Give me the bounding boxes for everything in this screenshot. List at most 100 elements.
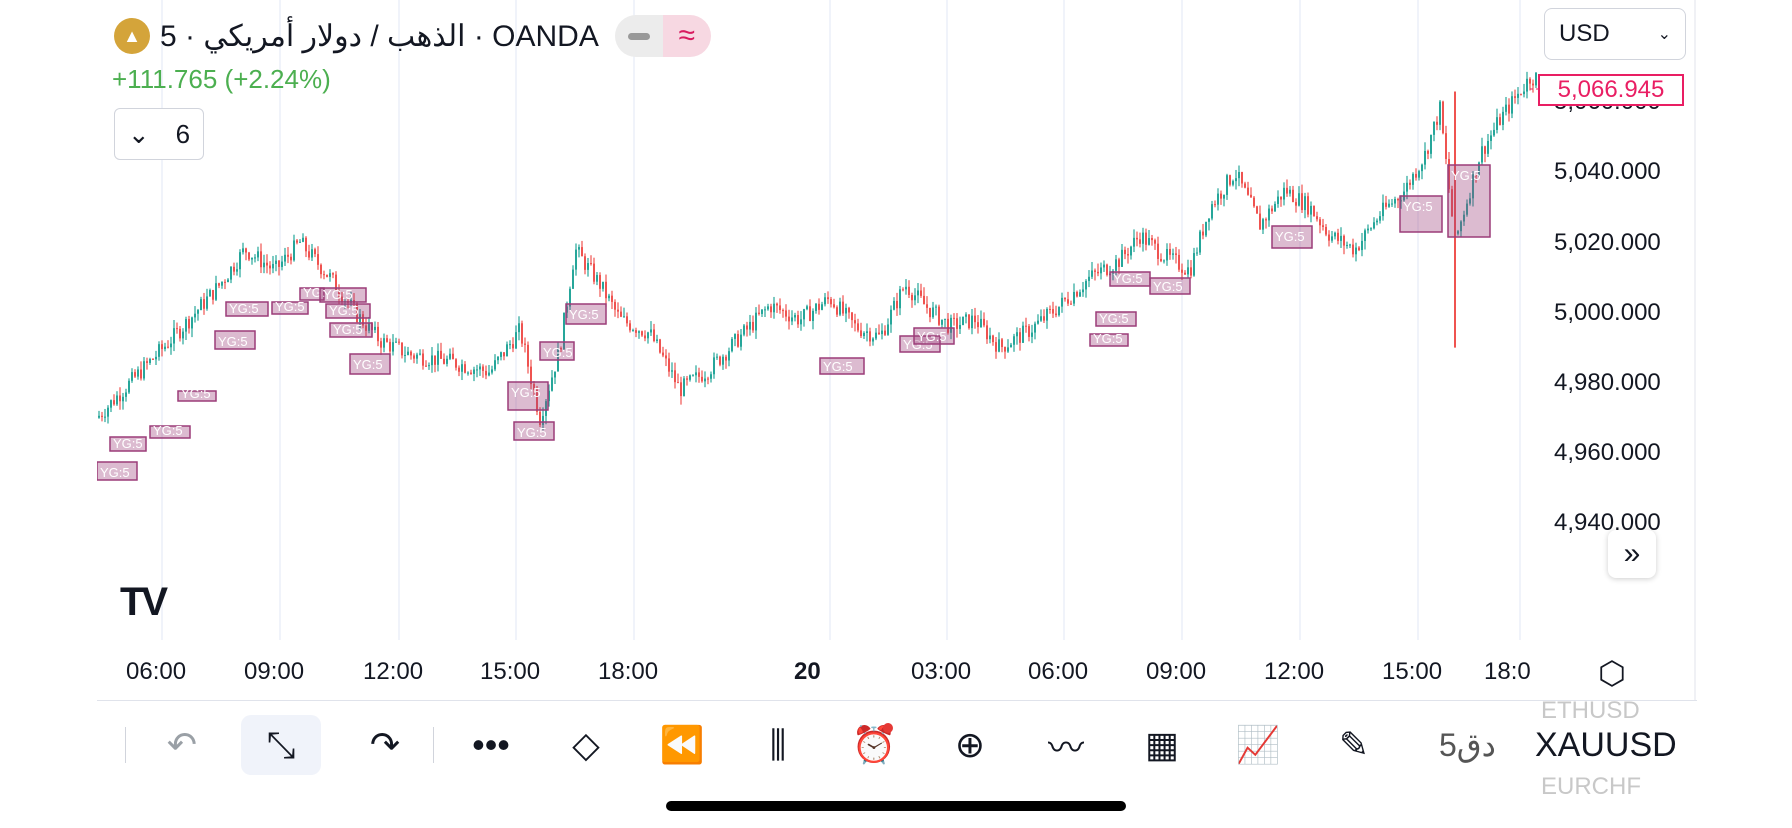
more-icon[interactable]: ••• — [472, 724, 510, 765]
yg-box-label: YG:5 — [569, 307, 599, 322]
candle-body — [1376, 220, 1378, 223]
candle-body — [1001, 339, 1003, 348]
candle-body — [293, 240, 295, 261]
candle-body — [932, 307, 934, 318]
candle-body — [677, 382, 679, 384]
candle-body — [797, 315, 799, 325]
candle-body — [1325, 226, 1327, 235]
symbol-selector[interactable]: XAUUSD — [1535, 725, 1677, 764]
candle-body — [791, 317, 793, 322]
add-icon[interactable]: ⊕ — [954, 724, 986, 765]
candle-body — [194, 313, 196, 318]
candle-body — [983, 318, 985, 326]
candle-body — [902, 289, 904, 291]
candle-body — [1319, 219, 1321, 226]
chevron-down-icon: ⌄ — [1657, 26, 1671, 43]
candle-body — [1442, 101, 1444, 134]
minus-icon[interactable] — [614, 15, 663, 57]
candle-body — [761, 309, 763, 314]
candle-body — [362, 314, 364, 326]
draw-icon[interactable]: ✎ — [1338, 724, 1370, 765]
candle-body — [1448, 158, 1450, 190]
candle-body — [890, 309, 892, 325]
yg-box — [109, 436, 147, 452]
price-chart[interactable]: YG:5YG:5YG:5YG:5YG:5YG:5 YG:5YG:5YG:5YG:5… — [97, 0, 1697, 700]
candle-body — [242, 248, 244, 253]
candle-body — [509, 344, 511, 346]
replay-icon[interactable]: ⏪ — [659, 724, 705, 765]
yg-box-label: YG:5 — [229, 301, 259, 316]
candle-body — [1433, 121, 1435, 135]
candle-body — [1100, 267, 1102, 274]
trend-icon[interactable]: 〰 — [1047, 727, 1084, 768]
candle-body — [1292, 189, 1294, 203]
chart-type-icon[interactable]: ⫼ — [769, 723, 787, 765]
candle-body — [470, 372, 472, 374]
candle-body — [887, 324, 889, 335]
candle-body — [1067, 299, 1069, 304]
candle-body — [479, 366, 481, 370]
indicators-collapse-button[interactable]: ⌄ 6 — [114, 108, 204, 160]
candle-body — [185, 319, 187, 332]
candle-body — [1358, 247, 1360, 251]
candle-body — [821, 304, 823, 310]
candle-body — [206, 296, 208, 309]
candle-body — [701, 376, 703, 382]
time-axis-label: 12:00 — [1264, 658, 1325, 685]
yg-box-label: YG:5 — [917, 329, 947, 344]
candle-body — [605, 281, 607, 299]
yg-box-label: YG:5 — [1451, 168, 1481, 183]
candle-body — [653, 329, 655, 342]
timeframe-button[interactable]: 5دق — [1439, 727, 1496, 763]
approx-icon[interactable]: ≈ — [662, 15, 711, 57]
candle-body — [896, 300, 898, 309]
indicators-icon[interactable]: 📈 — [1235, 724, 1281, 765]
candle-body — [152, 358, 154, 360]
candle-body — [1412, 173, 1414, 185]
candle-body — [1502, 111, 1504, 125]
candle-body — [311, 249, 313, 258]
candle-body — [1409, 182, 1411, 185]
chart-settings-icon[interactable]: ⬡ — [1598, 655, 1626, 691]
candle-body — [212, 290, 214, 300]
candle-body — [779, 305, 781, 311]
candle-body — [1310, 205, 1312, 215]
candle-body — [602, 281, 604, 289]
candle-body — [707, 378, 709, 380]
candle-body — [869, 331, 871, 342]
candle-body — [1217, 193, 1219, 205]
candle-body — [116, 395, 118, 405]
candle-body — [1187, 267, 1189, 275]
candle-body — [1379, 216, 1381, 221]
symbol-header[interactable]: ▲ الذهب / دولار أمريكي · 5 · OANDA ≈ — [114, 14, 711, 58]
undo-icon[interactable]: ↶ — [166, 724, 198, 765]
indicator-toggle[interactable]: ≈ — [614, 15, 711, 57]
candle-body — [473, 369, 475, 374]
candle-body — [662, 352, 664, 356]
divider — [433, 727, 434, 763]
candle-body — [1211, 204, 1213, 219]
layers-icon[interactable]: ◇ — [572, 724, 600, 765]
candle-body — [497, 356, 499, 361]
currency-select[interactable]: USD ⌄ — [1544, 8, 1686, 60]
candle-body — [1478, 162, 1480, 177]
redo-icon[interactable]: ↷ — [369, 724, 401, 765]
candle-body — [1322, 225, 1324, 227]
yg-box — [149, 425, 191, 439]
grid-icon[interactable]: ▦ — [1144, 724, 1179, 765]
candle-body — [1421, 164, 1423, 172]
symbol-title[interactable]: الذهب / دولار أمريكي · 5 · OANDA — [160, 19, 599, 53]
candle-body — [263, 262, 265, 268]
candle-body — [272, 263, 274, 269]
collapse-icon[interactable]: ⤡ — [241, 715, 321, 775]
candle-body — [446, 358, 448, 364]
candle-body — [1208, 218, 1210, 222]
candle-body — [1244, 183, 1246, 188]
candle-body — [611, 295, 613, 302]
yg-box — [349, 353, 391, 375]
scroll-to-realtime-button[interactable]: » — [1608, 530, 1656, 578]
chart-area[interactable]: YG:5 YG:5 YG:5 YG:5 YG:5 YG:5 YG:5 YG:5 YG:5 YG:5… — [97, 0, 1697, 700]
tradingview-logo[interactable]: TV — [120, 580, 168, 624]
candle-body — [1034, 323, 1036, 333]
candle-body — [1232, 181, 1234, 185]
